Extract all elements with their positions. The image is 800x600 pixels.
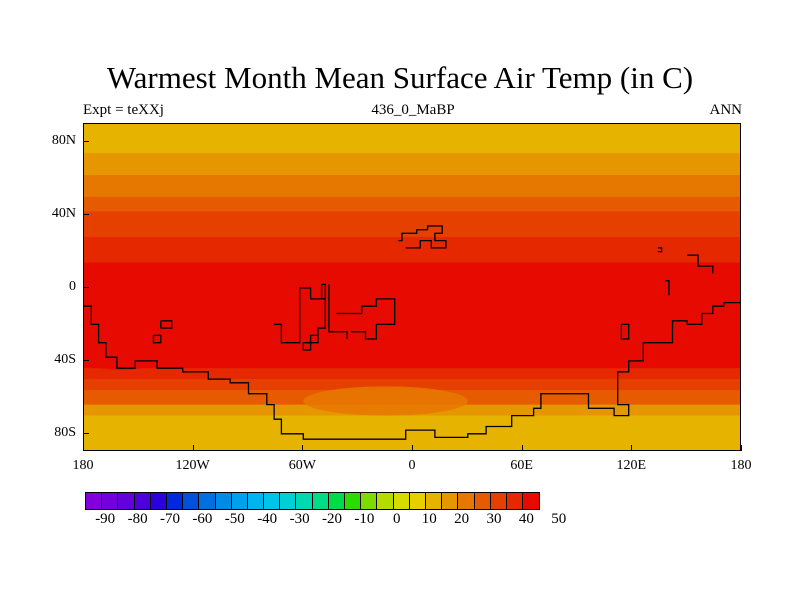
colorbar-box [231, 493, 248, 509]
colorbar-box [523, 493, 540, 509]
colorbar-box [345, 493, 362, 509]
colorbar-box [328, 493, 345, 509]
colorbar-box [150, 493, 167, 509]
colorbar-box [490, 493, 507, 509]
temperature-band [84, 175, 740, 198]
colorbar-label: -20 [322, 511, 342, 527]
temperature-band [84, 342, 740, 369]
experiment-label: Expt = teXXj [83, 102, 164, 118]
x-tick-mark [192, 445, 194, 451]
coastline [657, 247, 663, 253]
cool-anomaly-polar [303, 386, 468, 416]
colorbar-box [86, 493, 103, 509]
colorbar-label: -30 [289, 511, 310, 527]
colorbar-label: 40 [518, 511, 534, 527]
coastline [320, 283, 326, 300]
coastline [328, 284, 348, 339]
colorbar-box [280, 493, 297, 509]
colorbar-box [474, 493, 491, 509]
y-tick-mark [83, 287, 89, 288]
colorbar-box [425, 493, 443, 509]
temperature-band [84, 124, 740, 154]
x-tick-label: 180 [730, 458, 752, 473]
season-label: ANN [709, 102, 743, 118]
x-tick-label: 60W [288, 458, 316, 473]
temperature-band [84, 379, 740, 391]
temperature-band [84, 368, 740, 380]
temperature-band [84, 262, 740, 293]
temperature-band [84, 196, 740, 212]
temperature-band [84, 153, 740, 176]
y-tick-mark [83, 214, 89, 216]
colorbar-label: 10 [421, 511, 437, 527]
coastline [336, 298, 396, 340]
temperature-band [84, 415, 740, 450]
x-tick-mark [741, 445, 742, 451]
colorbar-label: -80 [127, 511, 148, 527]
colorbar-box [166, 493, 184, 509]
y-tick-label: 80N [51, 133, 76, 149]
colorbar-label: -90 [95, 511, 116, 527]
x-tick-label: 180 [72, 458, 94, 473]
colorbar-box [134, 493, 151, 509]
colorbar-box [199, 493, 216, 509]
x-tick-label: 120W [175, 458, 210, 473]
temperature-map [84, 124, 740, 450]
coastline [160, 320, 173, 329]
coastline [274, 287, 326, 351]
colorbar-label: -70 [160, 511, 180, 527]
map-frame [83, 123, 741, 451]
y-tick-label: 0 [69, 279, 76, 294]
y-tick-label: 40S [54, 351, 76, 367]
colorbar-box [215, 493, 232, 509]
colorbar-box [393, 493, 410, 509]
coastline [152, 334, 162, 344]
x-tick-label: 60E [510, 458, 533, 473]
colorbar-box [296, 493, 313, 509]
coastline [665, 280, 670, 296]
coastline [687, 254, 714, 274]
colorbar-box [361, 493, 378, 509]
x-tick-mark [412, 445, 413, 451]
y-tick-mark [83, 359, 89, 361]
x-tick-mark [631, 445, 633, 451]
colorbar [85, 492, 541, 510]
coastline [620, 323, 630, 340]
colorbar-box [409, 493, 426, 509]
coastline [398, 225, 447, 249]
x-tick-mark [521, 445, 523, 451]
x-tick-label: 120E [616, 458, 647, 473]
colorbar-box [247, 493, 265, 509]
warm-anomaly-east [632, 311, 740, 356]
colorbar-box [118, 493, 135, 509]
colorbar-box [183, 493, 200, 509]
temperature-band [84, 236, 740, 263]
x-tick-mark [302, 445, 304, 451]
y-tick-label: 40N [51, 206, 76, 222]
colorbar-label: 0 [393, 511, 401, 527]
x-tick-label: 0 [408, 458, 416, 473]
colorbar-box [458, 493, 475, 509]
x-tick-mark [83, 445, 84, 451]
colorbar-label: -40 [257, 511, 278, 527]
y-tick-mark [83, 141, 89, 143]
y-tick-mark [83, 432, 89, 434]
colorbar-label: 50 [551, 511, 567, 527]
colorbar-label: -60 [192, 511, 213, 527]
colorbar-label: -10 [354, 511, 375, 527]
colorbar-box [506, 493, 524, 509]
coastline [84, 301, 740, 440]
colorbar-box [264, 493, 281, 509]
colorbar-box [377, 493, 394, 509]
colorbar-box [442, 493, 459, 509]
time-label: 436_0_MaBP [371, 102, 455, 118]
map-title: Warmest Month Mean Surface Air Temp (in … [106, 60, 694, 95]
colorbar-label: 30 [486, 511, 502, 527]
colorbar-box [102, 493, 119, 509]
colorbar-label: -50 [224, 511, 245, 527]
colorbar-box [312, 493, 329, 509]
y-tick-label: 80S [54, 424, 76, 440]
colorbar-label: 20 [454, 511, 470, 527]
